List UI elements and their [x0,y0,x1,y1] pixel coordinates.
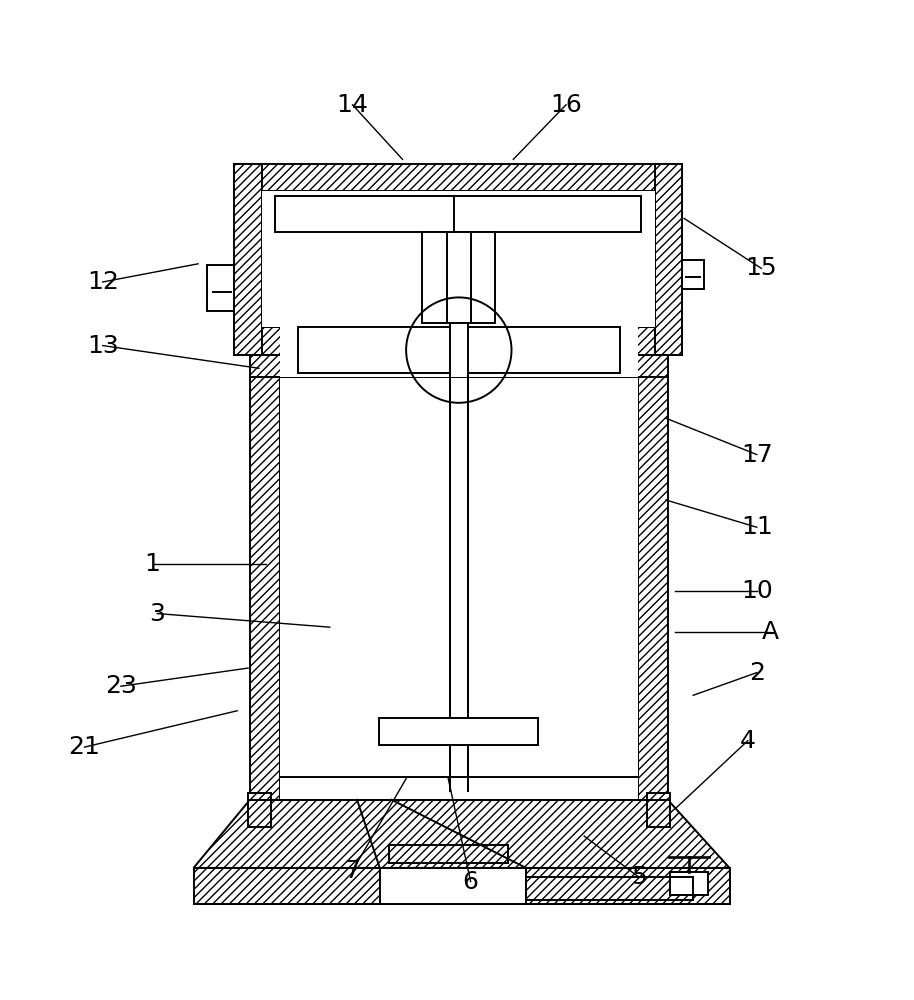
Bar [422,232,495,323]
Text: 13: 13 [87,334,119,358]
Polygon shape [194,800,729,868]
Bar [234,164,261,355]
Bar [682,260,704,289]
Text: 12: 12 [87,270,119,294]
Bar [298,327,620,373]
Text: A: A [762,620,779,644]
Text: 5: 5 [631,865,646,889]
Bar [638,355,668,800]
Text: 23: 23 [105,674,137,698]
Bar [275,196,642,232]
Text: 4: 4 [739,729,756,753]
Polygon shape [280,323,638,377]
Text: 6: 6 [462,870,479,894]
Bar [647,793,670,827]
Bar [234,164,682,191]
Text: 7: 7 [345,859,360,883]
Bar [194,868,729,904]
Polygon shape [380,868,526,904]
Bar [250,323,668,377]
Bar [379,718,538,745]
Bar [655,164,682,355]
Bar [670,872,707,895]
Text: 16: 16 [550,93,582,117]
Bar [207,265,234,311]
Polygon shape [261,191,655,327]
Text: 14: 14 [336,93,368,117]
Polygon shape [280,355,638,800]
Text: 21: 21 [69,735,101,759]
Bar [248,793,271,827]
Text: 17: 17 [741,443,772,467]
Text: 2: 2 [749,661,765,685]
Bar [250,355,280,800]
Text: 10: 10 [741,579,772,603]
Polygon shape [450,323,468,377]
Text: 15: 15 [746,256,777,280]
Text: 3: 3 [149,602,165,626]
Text: 11: 11 [741,515,772,539]
Bar [234,327,682,355]
Bar [388,845,508,863]
Text: 1: 1 [144,552,161,576]
